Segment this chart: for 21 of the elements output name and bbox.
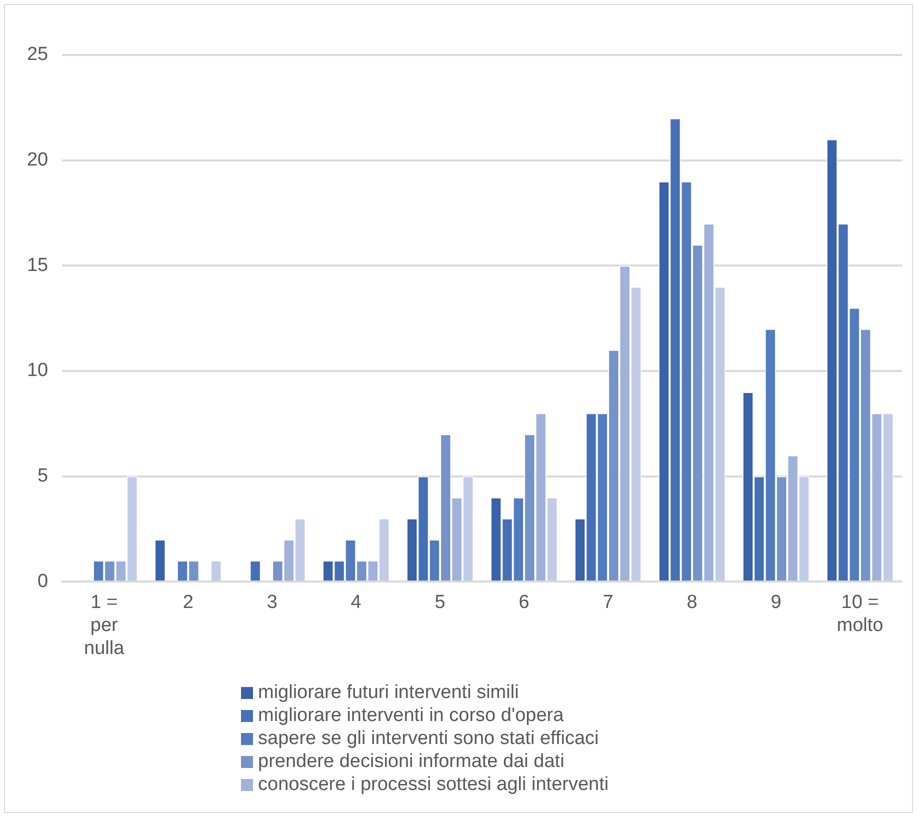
legend-label: migliorare futuri interventi simili [258,681,519,704]
x-tick-label: 4 [350,592,362,614]
x-tick-label: 7 [602,592,614,614]
x-tick-label: 1 = per nulla [84,592,125,659]
x-tick-label: 3 [266,592,278,614]
legend-label: prendere decisioni informate dai dati [258,750,564,773]
legend-label: sapere se gli interventi sono stati efficaci [258,727,599,750]
y-tick-label: 20 [26,150,48,171]
y-tick-label: 0 [38,570,48,592]
y-tick-label: 5 [38,466,48,487]
x-tick-label: 10 = molto [836,592,884,636]
x-tick-label: 8 [686,592,698,614]
y-tick-label: 10 [26,360,48,382]
legend-label: conoscere i processi sottesi agli interventi [258,773,609,796]
x-tick-label: 6 [518,592,530,614]
y-tick-label: 15 [26,254,48,276]
legend-label: migliorare interventi in corso d'opera [258,704,564,727]
y-tick-label: 25 [26,44,48,66]
x-tick-label: 5 [434,592,446,614]
x-tick-label: 2 [182,592,194,614]
x-tick-label: 9 [770,592,782,614]
